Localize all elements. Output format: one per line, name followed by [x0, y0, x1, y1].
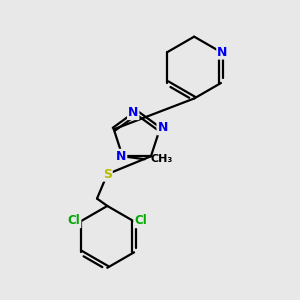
Text: N: N: [158, 121, 168, 134]
Text: CH₃: CH₃: [151, 154, 173, 164]
Text: Cl: Cl: [134, 214, 147, 227]
Text: S: S: [103, 168, 112, 181]
Text: N: N: [217, 46, 228, 59]
Text: Cl: Cl: [68, 214, 80, 227]
Text: N: N: [128, 106, 138, 119]
Text: N: N: [116, 150, 126, 163]
